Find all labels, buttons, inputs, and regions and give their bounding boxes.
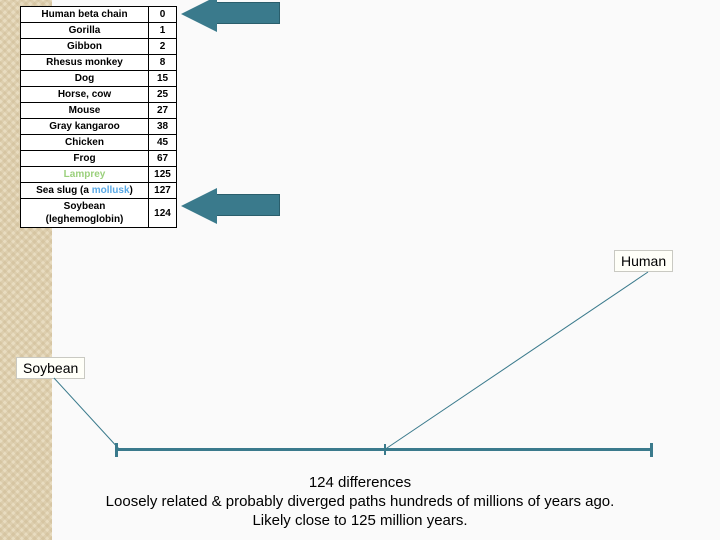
table-row: Horse, cow25 [21,87,177,103]
human-label: Human [614,250,673,272]
table-row: Chicken45 [21,135,177,151]
difference-value: 0 [149,7,177,23]
table-row: Mouse27 [21,103,177,119]
caption-line: Loosely related & probably diverged path… [0,493,720,512]
caption-line: Likely close to 125 million years. [0,512,720,531]
difference-value: 127 [149,183,177,199]
species-name: Rhesus monkey [21,55,149,71]
difference-value: 67 [149,151,177,167]
species-name: Dog [21,71,149,87]
species-name: Mouse [21,103,149,119]
species-name: Frog [21,151,149,167]
species-name: Chicken [21,135,149,151]
timeline-part [650,443,653,457]
species-name: Human beta chain [21,7,149,23]
table-row: Dog15 [21,71,177,87]
timeline-part [115,443,118,457]
difference-value: 2 [149,39,177,55]
species-name: Gibbon [21,39,149,55]
difference-value: 125 [149,167,177,183]
difference-value: 27 [149,103,177,119]
difference-value: 1 [149,23,177,39]
species-name: Gorilla [21,23,149,39]
species-name: Gray kangaroo [21,119,149,135]
arrow-bottom [216,194,280,216]
caption-line: 124 differences [0,474,720,493]
species-name: Soybean (leghemoglobin) [21,199,149,228]
difference-value: 25 [149,87,177,103]
line-to-human [384,272,648,450]
difference-value: 124 [149,199,177,228]
difference-value: 38 [149,119,177,135]
line-to-soybean [54,378,120,450]
table-row: Sea slug (a mollusk)127 [21,183,177,199]
species-name: Sea slug (a mollusk) [21,183,149,199]
table-row: Rhesus monkey8 [21,55,177,71]
species-name: Horse, cow [21,87,149,103]
difference-value: 45 [149,135,177,151]
table-row: Soybean (leghemoglobin)124 [21,199,177,228]
table-row: Frog67 [21,151,177,167]
species-name: Lamprey [21,167,149,183]
difference-value: 8 [149,55,177,71]
table-row: Gorilla1 [21,23,177,39]
difference-value: 15 [149,71,177,87]
table-row: Gibbon2 [21,39,177,55]
table-row: Human beta chain0 [21,7,177,23]
caption: 124 differencesLoosely related & probabl… [0,474,720,530]
species-differences-table: Human beta chain0Gorilla1Gibbon2Rhesus m… [20,6,177,228]
timeline-part [384,444,386,455]
arrow-top [216,2,280,24]
soybean-label: Soybean [16,357,85,379]
table-row: Lamprey125 [21,167,177,183]
table-row: Gray kangaroo38 [21,119,177,135]
